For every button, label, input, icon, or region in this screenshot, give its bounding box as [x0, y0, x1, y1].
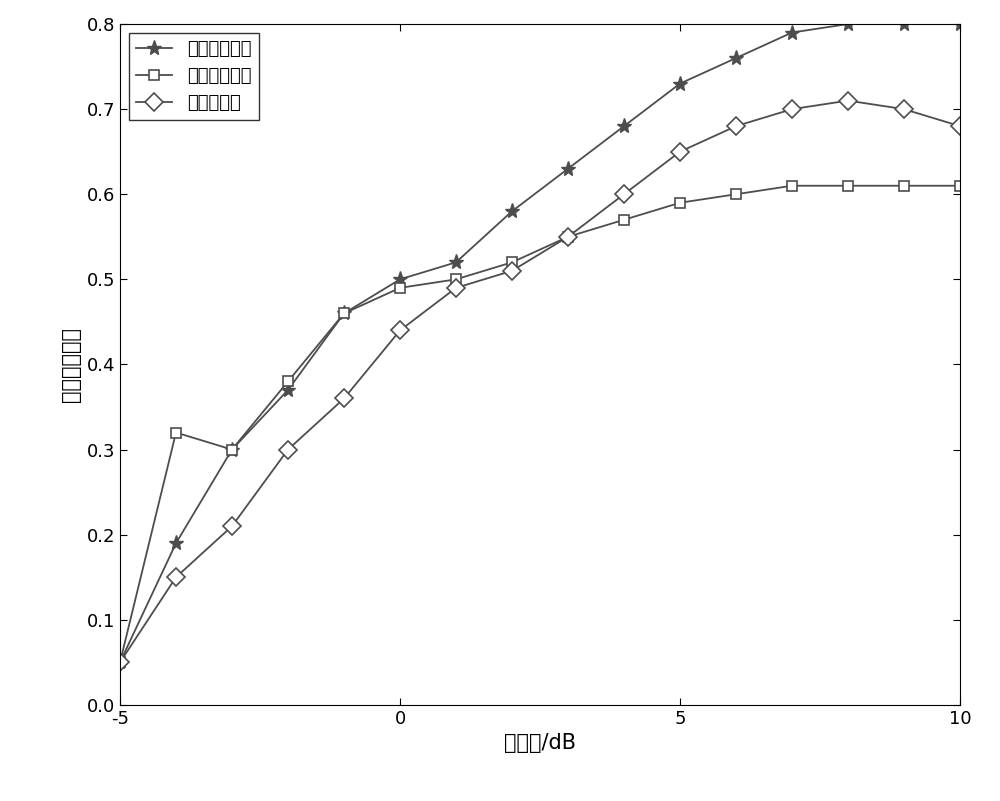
改进门限去噪 [842, 181, 854, 191]
直方图去噪 [954, 121, 966, 131]
改进门限去噪 [282, 376, 294, 386]
直方图去噪 [114, 658, 126, 667]
直方图去噪 [226, 521, 238, 531]
能量门限去噪 [562, 164, 574, 174]
改进门限去噪 [506, 258, 518, 268]
直方图去噪 [338, 393, 350, 403]
Y-axis label: 信号点检测率: 信号点检测率 [61, 327, 81, 402]
能量门限去噪 [618, 121, 630, 131]
改进门限去噪 [954, 181, 966, 191]
能量门限去噪 [786, 28, 798, 38]
改进门限去噪 [618, 215, 630, 224]
能量门限去噪 [954, 19, 966, 29]
能量门限去噪 [450, 258, 462, 268]
直方图去噪 [394, 325, 406, 335]
改进门限去噪 [786, 181, 798, 191]
改进门限去噪 [450, 275, 462, 284]
改进门限去噪 [338, 308, 350, 318]
Line: 直方图去噪: 直方图去噪 [114, 95, 966, 669]
X-axis label: 信噪比/dB: 信噪比/dB [504, 733, 576, 753]
改进门限去噪 [562, 232, 574, 242]
改进门限去噪 [674, 198, 686, 207]
直方图去噪 [730, 121, 742, 131]
改进门限去噪 [170, 428, 182, 437]
改进门限去噪 [114, 658, 126, 667]
能量门限去噪 [842, 19, 854, 29]
能量门限去噪 [170, 538, 182, 548]
能量门限去噪 [114, 658, 126, 667]
能量门限去噪 [226, 445, 238, 454]
改进门限去噪 [394, 283, 406, 292]
能量门限去噪 [730, 53, 742, 63]
直方图去噪 [674, 147, 686, 156]
能量门限去噪 [674, 78, 686, 88]
能量门限去噪 [898, 19, 910, 29]
直方图去噪 [786, 104, 798, 114]
Line: 能量门限去噪: 能量门限去噪 [112, 16, 968, 670]
能量门限去噪 [338, 308, 350, 318]
能量门限去噪 [394, 275, 406, 284]
直方图去噪 [450, 283, 462, 292]
直方图去噪 [618, 190, 630, 199]
直方图去噪 [282, 445, 294, 454]
直方图去噪 [842, 96, 854, 106]
Legend: 能量门限去噪, 改进门限去噪, 直方图去噪: 能量门限去噪, 改进门限去噪, 直方图去噪 [129, 33, 259, 119]
能量门限去噪 [282, 385, 294, 395]
改进门限去噪 [730, 190, 742, 199]
直方图去噪 [562, 232, 574, 242]
能量门限去噪 [506, 207, 518, 216]
直方图去噪 [506, 266, 518, 276]
直方图去噪 [170, 573, 182, 582]
直方图去噪 [898, 104, 910, 114]
改进门限去噪 [898, 181, 910, 191]
改进门限去噪 [226, 445, 238, 454]
Line: 改进门限去噪: 改进门限去噪 [115, 181, 965, 667]
